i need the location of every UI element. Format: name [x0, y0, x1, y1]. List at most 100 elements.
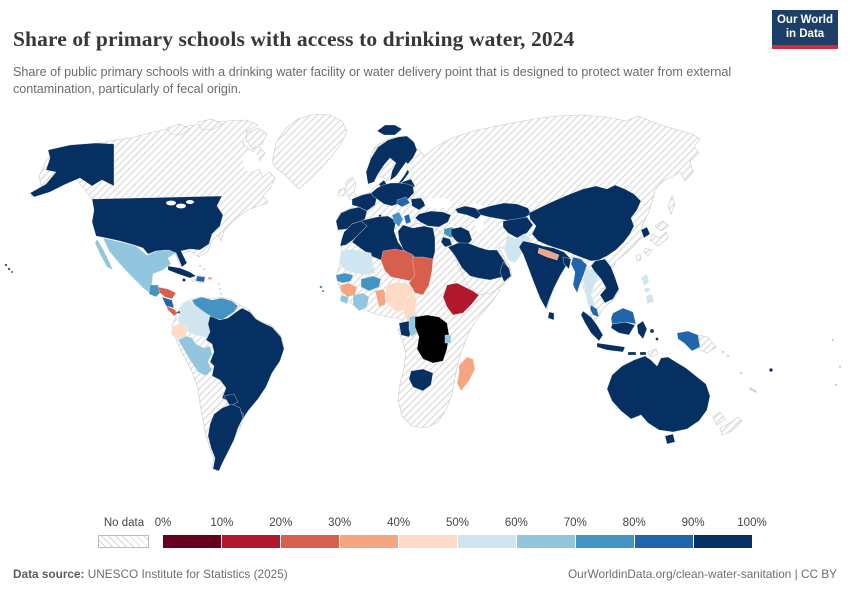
country-romania[interactable] [410, 197, 427, 211]
country-guatemala[interactable] [148, 284, 162, 298]
country-sakhalin[interactable] [667, 195, 676, 215]
country-iceland[interactable] [376, 124, 403, 136]
country-drc[interactable] [414, 314, 450, 364]
country-ethiopia[interactable] [442, 282, 480, 316]
legend-bin-60-70%[interactable] [517, 535, 576, 548]
country-myanmar[interactable] [570, 256, 588, 294]
country-rwanda-burundi[interactable] [444, 334, 452, 344]
owid-logo[interactable]: Our World in Data [772, 10, 838, 49]
country-south-korea[interactable] [640, 226, 651, 239]
chart-subtitle: Share of public primary schools with a d… [13, 64, 732, 97]
country-hawaii-2[interactable] [7, 267, 11, 271]
country-ireland[interactable] [337, 187, 346, 197]
legend-bin-20-30%[interactable] [281, 535, 340, 548]
country-sumatra[interactable] [580, 310, 604, 342]
country-cameroon[interactable] [402, 292, 418, 322]
country-chad[interactable] [408, 256, 434, 296]
country-japan-honshu[interactable] [649, 231, 669, 247]
country-greenland[interactable] [271, 113, 348, 190]
country-sri-lanka[interactable] [547, 311, 555, 321]
country-philippines-visayas[interactable] [643, 287, 651, 293]
country-moluccas-1[interactable] [649, 328, 655, 334]
country-jamaica[interactable] [182, 278, 186, 282]
data-source-label: Data source: [13, 567, 85, 581]
country-bangladesh[interactable] [562, 256, 572, 270]
country-west-papua[interactable] [676, 330, 701, 352]
country-france[interactable] [351, 192, 378, 212]
country-mexico[interactable] [102, 237, 177, 296]
country-japan-kyushu[interactable] [643, 247, 653, 257]
legend-bin-30-40%[interactable] [340, 535, 399, 548]
country-new-zealand-north[interactable] [712, 411, 726, 426]
country-tunisia[interactable] [391, 211, 404, 228]
legend-bin-80-90%[interactable] [635, 535, 694, 548]
country-united-kingdom[interactable] [345, 176, 359, 201]
country-jordan-israel[interactable] [440, 236, 453, 248]
legend-bin-50-60%[interactable] [458, 535, 517, 548]
country-china[interactable] [528, 184, 642, 262]
country-benin-togo[interactable] [374, 288, 388, 308]
country-moluccas-2[interactable] [655, 337, 659, 341]
arctic-island-2[interactable] [197, 118, 223, 131]
country-nepal[interactable] [537, 247, 560, 261]
country-burkina-faso[interactable] [360, 275, 382, 292]
country-sierra-leone[interactable] [339, 294, 350, 305]
country-lesser-sunda[interactable] [627, 351, 637, 356]
country-timor[interactable] [647, 348, 659, 358]
country-fiji[interactable] [768, 367, 774, 373]
arctic-island-baffin[interactable] [245, 127, 268, 149]
country-cape-verde-2[interactable] [321, 289, 325, 293]
legend-bin-90-100%[interactable] [694, 535, 752, 548]
country-sulawesi[interactable] [636, 320, 648, 340]
country-caucasus[interactable] [454, 205, 484, 220]
country-puerto-rico[interactable] [207, 276, 213, 280]
country-cote-divoire[interactable] [352, 292, 370, 312]
country-albania[interactable] [403, 213, 412, 225]
country-senegal[interactable] [335, 272, 354, 284]
country-madagascar[interactable] [456, 356, 476, 392]
country-paraguay[interactable] [223, 393, 239, 407]
country-costa-rica[interactable] [165, 305, 179, 317]
country-lesser-sunda-2[interactable] [639, 351, 647, 356]
country-cuba[interactable] [167, 265, 197, 279]
country-japan-hokkaido[interactable] [654, 220, 670, 232]
country-argentina[interactable] [207, 403, 244, 472]
country-philippines-mindanao[interactable] [645, 293, 655, 305]
country-taiwan[interactable] [635, 253, 642, 262]
legend-bin-70-80%[interactable] [576, 535, 635, 548]
footer-link[interactable]: OurWorldinData.org/clean-water-sanitatio… [567, 567, 837, 581]
no-data-swatch[interactable] [98, 535, 149, 548]
arctic-island-1[interactable] [166, 123, 191, 136]
country-mexico-baja[interactable] [94, 238, 114, 271]
legend-bin-0-10%[interactable] [163, 535, 222, 548]
country-kalimantan[interactable] [610, 321, 636, 336]
country-malaysia[interactable] [589, 304, 600, 318]
country-cape-verde[interactable] [319, 285, 323, 289]
country-oman[interactable] [499, 261, 512, 283]
country-borneo-malaysia[interactable] [610, 307, 637, 325]
country-new-zealand-south[interactable] [719, 416, 743, 436]
legend-bin-10-20%[interactable] [222, 535, 281, 548]
country-mauritania[interactable] [338, 248, 376, 276]
country-turkey[interactable] [414, 210, 452, 228]
country-tasmania[interactable] [664, 433, 676, 445]
country-central-asia[interactable] [476, 202, 532, 222]
country-peru[interactable] [177, 335, 213, 377]
country-dominican-republic[interactable] [195, 275, 206, 283]
country-morocco[interactable] [339, 220, 368, 247]
country-papua-new-guinea[interactable] [697, 334, 717, 354]
country-java[interactable] [596, 342, 626, 353]
country-hawaii-3[interactable] [10, 270, 14, 274]
country-laos-vietnam-cambodia[interactable] [590, 258, 620, 304]
country-hungary[interactable] [396, 196, 411, 208]
country-australia[interactable] [606, 355, 711, 433]
country-nicaragua[interactable] [161, 296, 175, 309]
country-honduras[interactable] [157, 286, 177, 300]
country-zimbabwe[interactable] [408, 368, 434, 392]
country-afghanistan[interactable] [502, 216, 534, 239]
legend-bin-40-50%[interactable] [399, 535, 458, 548]
country-hawaii-1[interactable] [4, 263, 8, 267]
country-philippines-luzon[interactable] [640, 273, 650, 287]
country-united-states[interactable] [91, 195, 224, 268]
country-alaska[interactable] [29, 142, 115, 198]
